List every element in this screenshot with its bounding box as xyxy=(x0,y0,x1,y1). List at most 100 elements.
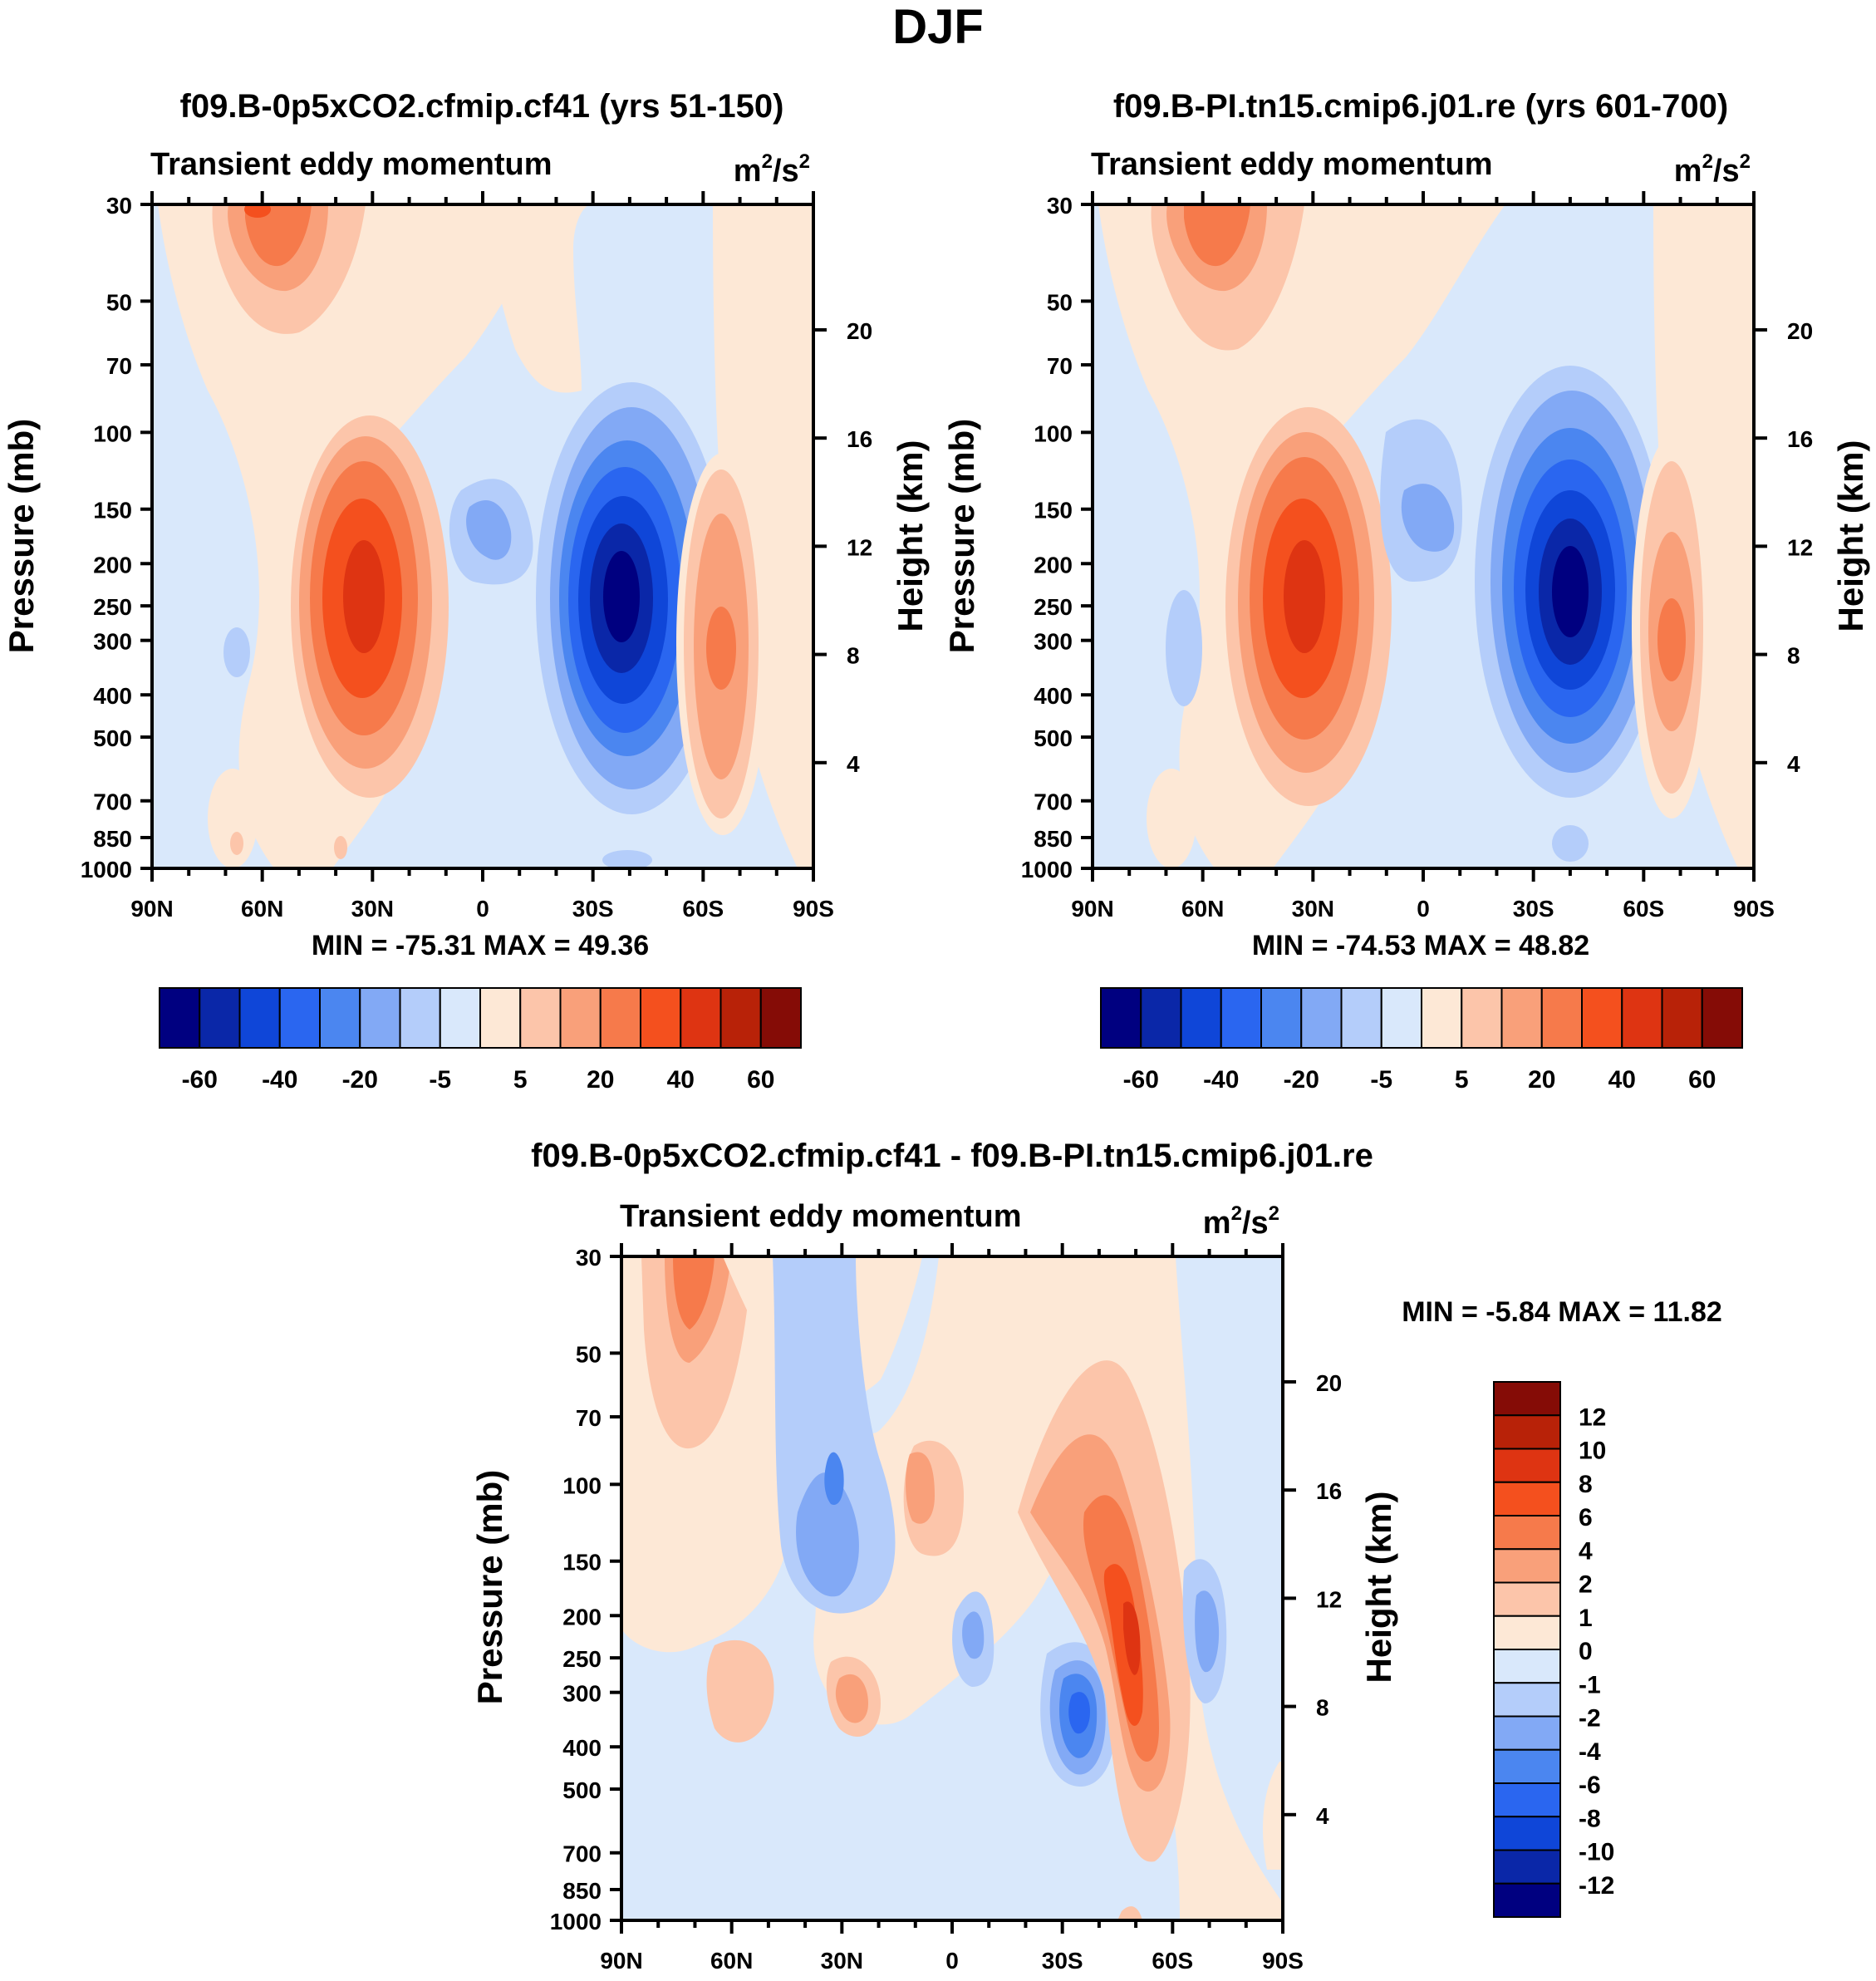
pressure-tick-label: 1000 xyxy=(81,857,132,882)
colorbar-label: 5 xyxy=(1455,1066,1469,1094)
colorbar-box xyxy=(199,987,241,1049)
colorbar-box xyxy=(559,987,602,1049)
units-label: m2/s2 xyxy=(734,150,810,189)
colorbar-label: 12 xyxy=(1579,1403,1606,1431)
season-title: DJF xyxy=(892,0,984,54)
lat-tick-label: 60N xyxy=(710,1948,753,1974)
pressure-tick-label: 500 xyxy=(93,725,132,751)
lat-tick-label: 60S xyxy=(1623,896,1664,922)
height-tick-label: 4 xyxy=(1787,751,1800,777)
pressure-tick-label: 250 xyxy=(1034,594,1073,620)
colorbar-box xyxy=(159,987,201,1049)
lat-tick-label: 90S xyxy=(1262,1948,1304,1974)
colorbar-box xyxy=(1461,987,1503,1049)
lat-tick-label: 0 xyxy=(476,896,489,922)
min-max-stats: MIN = -5.84 MAX = 11.82 xyxy=(1402,1296,1722,1328)
colorbar-label: -10 xyxy=(1579,1839,1614,1866)
left-string: Transient eddy momentum xyxy=(620,1199,1022,1234)
y-axis-label-right: Height (km) xyxy=(1831,440,1870,632)
pressure-tick-label: 150 xyxy=(93,498,132,524)
colorbar-box xyxy=(278,987,321,1049)
colorbar-label: 20 xyxy=(587,1066,614,1094)
colorbar-box xyxy=(1581,987,1623,1049)
pressure-tick-label: 250 xyxy=(93,594,132,620)
height-tick-label: 4 xyxy=(847,751,860,777)
lat-tick-label: 60S xyxy=(1152,1948,1193,1974)
pressure-tick-label: 700 xyxy=(1034,789,1073,815)
colorbar-box xyxy=(1493,1548,1561,1584)
panel-title: f09.B-PI.tn15.cmip6.j01.re (yrs 601-700) xyxy=(1113,88,1728,125)
colorbar-box xyxy=(1621,987,1663,1049)
height-tick-label: 16 xyxy=(847,426,872,452)
colorbar-box xyxy=(1220,987,1262,1049)
axes: 30 50 70 100 150 200 250 300 400 500 700 850 1000 20 1… xyxy=(1021,191,1813,922)
lat-tick-label: 0 xyxy=(945,1948,959,1974)
colorbar-box xyxy=(1661,987,1703,1049)
height-tick-label: 12 xyxy=(1316,1586,1342,1612)
pressure-tick-label: 150 xyxy=(562,1550,602,1575)
colorbar-box xyxy=(1493,1481,1561,1516)
colorbar-label: 60 xyxy=(1688,1066,1716,1094)
pressure-tick-label: 250 xyxy=(562,1646,602,1672)
colorbar-box xyxy=(479,987,522,1049)
colorbar-label: 5 xyxy=(513,1066,528,1094)
pressure-tick-label: 50 xyxy=(1047,289,1073,315)
lat-tick-label: 90N xyxy=(600,1948,642,1974)
colorbar-box xyxy=(1701,987,1743,1049)
colorbar-box xyxy=(399,987,441,1049)
pressure-tick-label: 70 xyxy=(1047,353,1073,379)
lat-tick-label: 60N xyxy=(1181,896,1224,922)
colorbar-label: 8 xyxy=(1579,1471,1593,1498)
height-tick-label: 20 xyxy=(847,318,872,344)
colorbar-label: -20 xyxy=(342,1066,378,1094)
panel-difference: f09.B-0p5xCO2.cfmip.cf41 - f09.B-PI.tn15… xyxy=(470,1138,1722,1974)
pressure-tick-label: 200 xyxy=(93,552,132,578)
lat-tick-label: 90N xyxy=(1071,896,1113,922)
colorbar-box xyxy=(1260,987,1303,1049)
colorbar-box xyxy=(1493,1816,1561,1851)
pressure-tick-label: 300 xyxy=(1034,629,1073,655)
left-string: Transient eddy momentum xyxy=(1091,147,1493,182)
colorbar-box xyxy=(359,987,401,1049)
colorbar-label: -40 xyxy=(262,1066,297,1094)
lat-tick-label: 30N xyxy=(821,1948,863,1974)
y-axis-label: Pressure (mb) xyxy=(942,419,981,653)
colorbar-box xyxy=(1493,1381,1561,1417)
colorbar-label: -6 xyxy=(1579,1772,1601,1799)
colorbar-label: -4 xyxy=(1579,1738,1601,1766)
colorbar-box xyxy=(1100,987,1142,1049)
pressure-tick-label: 50 xyxy=(106,289,132,315)
pressure-tick-label: 30 xyxy=(106,193,132,219)
pressure-tick-label: 400 xyxy=(562,1735,602,1761)
height-tick-label: 16 xyxy=(1787,426,1813,452)
colorbar-box xyxy=(640,987,682,1049)
lat-tick-label: 30N xyxy=(351,896,394,922)
colorbar-label: -20 xyxy=(1284,1066,1319,1094)
lat-tick-label: 30S xyxy=(1042,1948,1083,1974)
colorbar-box xyxy=(1493,1882,1561,1918)
colorbar-label: 0 xyxy=(1579,1638,1593,1665)
colorbar-box xyxy=(1380,987,1422,1049)
lat-tick-label: 90S xyxy=(793,896,834,922)
colorbar-box xyxy=(1493,1649,1561,1684)
colorbar-label: 4 xyxy=(1579,1537,1593,1565)
pressure-tick-label: 70 xyxy=(576,1405,602,1431)
y-axis-label-right: Height (km) xyxy=(891,440,930,632)
pressure-tick-label: 200 xyxy=(562,1604,602,1630)
pressure-tick-label: 70 xyxy=(106,353,132,379)
colorbar-box xyxy=(1140,987,1182,1049)
colorbar-box xyxy=(319,987,361,1049)
colorbar-label: 2 xyxy=(1579,1571,1593,1599)
y-axis-label-right: Height (km) xyxy=(1359,1492,1398,1684)
colorbar-box xyxy=(1493,1581,1561,1617)
colorbar: -60 -40 -20 -5 5 20 40 60 xyxy=(159,987,802,1094)
height-tick-label: 20 xyxy=(1316,1370,1342,1396)
min-max-stats: MIN = -75.31 MAX = 49.36 xyxy=(312,930,649,961)
colorbar-box xyxy=(1493,1448,1561,1483)
colorbar-box xyxy=(238,987,281,1049)
colorbar-box xyxy=(1493,1515,1561,1551)
axes: 30 50 70 100 150 200 250 300 400 500 700 850 1000 20 1… xyxy=(81,191,872,922)
pressure-tick-label: 300 xyxy=(562,1681,602,1707)
colorbar-box xyxy=(1493,1849,1561,1885)
lat-tick-label: 90N xyxy=(130,896,173,922)
